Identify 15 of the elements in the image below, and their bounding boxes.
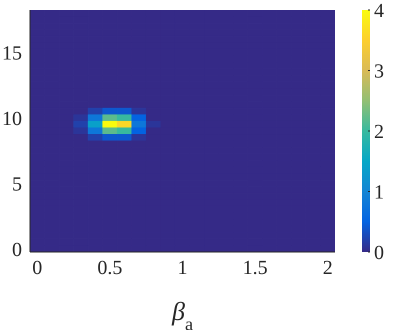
- color-bar-label: 0: [374, 242, 384, 264]
- x-tick-label: 0: [32, 257, 42, 280]
- x-tick-label: 0.5: [97, 257, 122, 280]
- y-tick-label: 0: [12, 238, 22, 261]
- color-bar-label: 4: [374, 0, 384, 22]
- color-bar-label: 2: [374, 121, 384, 143]
- x-tick-label: 2: [322, 257, 333, 280]
- y-tick-label: 10: [2, 108, 22, 130]
- y-tick-label: 5: [12, 173, 22, 196]
- y-tick-label: 15: [2, 42, 22, 65]
- x-axis-title: β$_{a}$: [170, 297, 194, 330]
- x-tick-label: 1: [178, 257, 188, 280]
- color-bar-label: 3: [374, 60, 384, 82]
- x-tick-label: 1.5: [242, 257, 268, 280]
- color-bar-label: 1: [374, 182, 384, 204]
